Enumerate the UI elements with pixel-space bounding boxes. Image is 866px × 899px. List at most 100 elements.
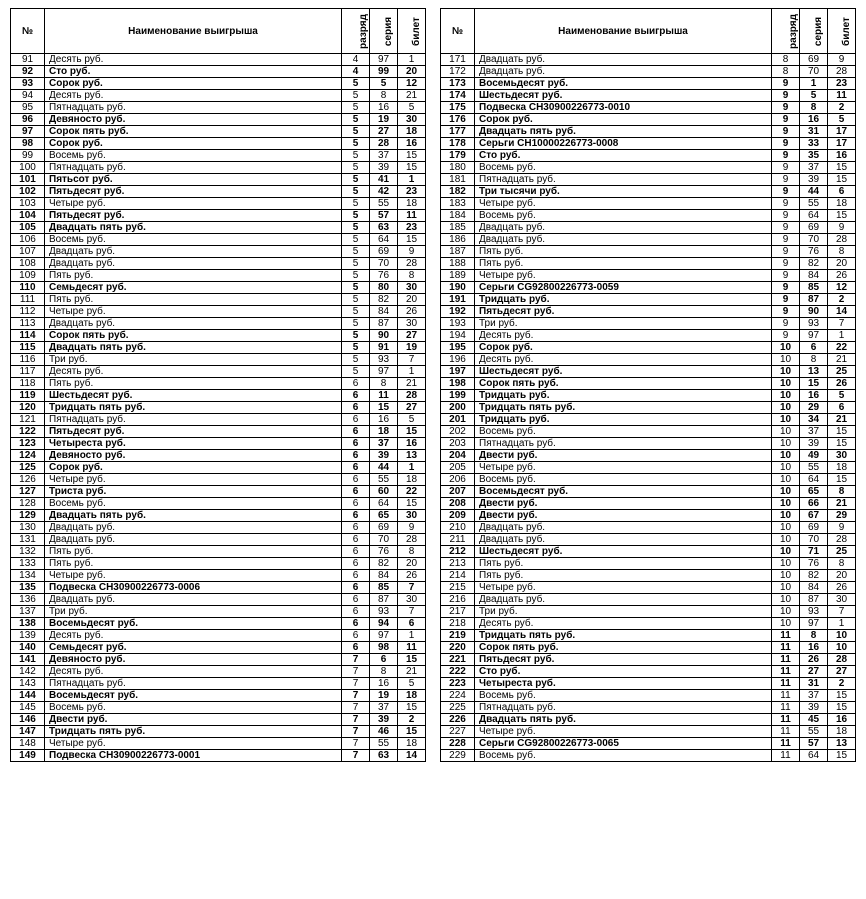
cell-rank: 9	[772, 198, 800, 210]
cell-num: 135	[11, 582, 45, 594]
cell-name: Восемьдесят руб.	[475, 78, 772, 90]
cell-ticket: 6	[828, 186, 856, 198]
cell-series: 6	[800, 342, 828, 354]
cell-num: 101	[11, 174, 45, 186]
cell-num: 175	[441, 102, 475, 114]
cell-rank: 9	[772, 174, 800, 186]
cell-num: 172	[441, 66, 475, 78]
cell-series: 97	[800, 618, 828, 630]
table-row: 134Четыре руб.68426	[11, 570, 426, 582]
cell-name: Двадцать руб.	[45, 594, 342, 606]
cell-series: 37	[800, 162, 828, 174]
cell-ticket: 10	[828, 642, 856, 654]
cell-num: 201	[441, 414, 475, 426]
cell-series: 76	[800, 246, 828, 258]
lottery-table-left: № Наименование выигрыша разряд серия бил…	[10, 8, 426, 762]
cell-ticket: 15	[398, 150, 426, 162]
cell-ticket: 2	[828, 102, 856, 114]
cell-name: Пятнадцать руб.	[475, 702, 772, 714]
cell-name: Четыре руб.	[475, 270, 772, 282]
cell-rank: 10	[772, 402, 800, 414]
cell-num: 197	[441, 366, 475, 378]
cell-rank: 10	[772, 450, 800, 462]
table-row: 213Пять руб.10768	[441, 558, 856, 570]
cell-ticket: 15	[828, 174, 856, 186]
cell-ticket: 20	[398, 294, 426, 306]
cell-ticket: 25	[828, 546, 856, 558]
cell-name: Восемь руб.	[45, 234, 342, 246]
cell-num: 213	[441, 558, 475, 570]
cell-name: Четыре руб.	[45, 198, 342, 210]
cell-rank: 6	[342, 546, 370, 558]
cell-rank: 11	[772, 654, 800, 666]
cell-num: 121	[11, 414, 45, 426]
cell-num: 199	[441, 390, 475, 402]
cell-name: Десять руб.	[475, 330, 772, 342]
cell-rank: 9	[772, 246, 800, 258]
cell-name: Восемь руб.	[475, 426, 772, 438]
cell-ticket: 7	[398, 582, 426, 594]
cell-name: Четыре руб.	[475, 726, 772, 738]
cell-series: 5	[800, 90, 828, 102]
cell-rank: 9	[772, 234, 800, 246]
cell-series: 16	[370, 678, 398, 690]
cell-num: 227	[441, 726, 475, 738]
cell-name: Сорок руб.	[45, 462, 342, 474]
cell-rank: 6	[342, 582, 370, 594]
cell-rank: 10	[772, 522, 800, 534]
cell-name: Пять руб.	[475, 246, 772, 258]
table-row: 199Тридцать руб.10165	[441, 390, 856, 402]
cell-name: Серьги СН10000226773-0008	[475, 138, 772, 150]
cell-series: 69	[370, 522, 398, 534]
cell-series: 82	[370, 294, 398, 306]
table-row: 190Серьги CG92800226773-005998512	[441, 282, 856, 294]
cell-num: 128	[11, 498, 45, 510]
cell-ticket: 16	[828, 714, 856, 726]
cell-name: Тридцать пять руб.	[45, 402, 342, 414]
cell-name: Тридцать руб.	[475, 390, 772, 402]
cell-rank: 6	[342, 426, 370, 438]
cell-ticket: 8	[828, 486, 856, 498]
cell-ticket: 15	[828, 210, 856, 222]
cell-num: 115	[11, 342, 45, 354]
cell-rank: 5	[342, 318, 370, 330]
cell-ticket: 25	[828, 366, 856, 378]
cell-series: 45	[800, 714, 828, 726]
cell-ticket: 18	[398, 690, 426, 702]
cell-name: Двадцать руб.	[475, 234, 772, 246]
cell-ticket: 15	[398, 426, 426, 438]
table-row: 135Подвеска СН30900226773-00066857	[11, 582, 426, 594]
cell-num: 147	[11, 726, 45, 738]
cell-num: 142	[11, 666, 45, 678]
cell-num: 226	[441, 714, 475, 726]
cell-series: 8	[800, 102, 828, 114]
cell-series: 26	[800, 654, 828, 666]
cell-ticket: 18	[828, 726, 856, 738]
cell-num: 137	[11, 606, 45, 618]
table-row: 211Двадцать руб.107028	[441, 534, 856, 546]
cell-ticket: 27	[828, 666, 856, 678]
cell-name: Три руб.	[45, 354, 342, 366]
table-row: 145Восемь руб.73715	[11, 702, 426, 714]
cell-rank: 9	[772, 102, 800, 114]
cell-ticket: 10	[828, 630, 856, 642]
cell-num: 140	[11, 642, 45, 654]
table-row: 132Пять руб.6768	[11, 546, 426, 558]
cell-ticket: 15	[828, 426, 856, 438]
cell-series: 39	[800, 438, 828, 450]
table-row: 96Девяносто руб.51930	[11, 114, 426, 126]
cell-ticket: 12	[398, 78, 426, 90]
cell-rank: 6	[342, 570, 370, 582]
cell-name: Тридцать пять руб.	[475, 630, 772, 642]
table-row: 198Сорок пять руб.101526	[441, 378, 856, 390]
cell-ticket: 5	[398, 102, 426, 114]
page: № Наименование выигрыша разряд серия бил…	[0, 0, 866, 770]
table-row: 183Четыре руб.95518	[441, 198, 856, 210]
table-row: 216Двадцать руб.108730	[441, 594, 856, 606]
cell-rank: 9	[772, 78, 800, 90]
cell-series: 84	[800, 270, 828, 282]
cell-num: 123	[11, 438, 45, 450]
cell-rank: 4	[342, 66, 370, 78]
cell-series: 90	[800, 306, 828, 318]
cell-series: 70	[800, 534, 828, 546]
